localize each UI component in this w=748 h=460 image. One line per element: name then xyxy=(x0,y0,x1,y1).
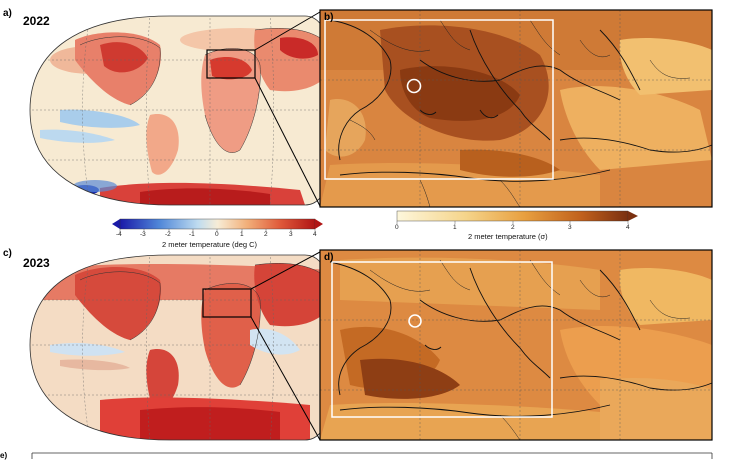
global-cbar-tick: 2 xyxy=(264,231,268,238)
global-cbar-label: 2 meter temperature (deg C) xyxy=(162,240,258,249)
location-marker-2023 xyxy=(408,314,422,328)
global-cbar-tick: 4 xyxy=(313,231,317,238)
panel-a-letter: a) xyxy=(3,8,12,19)
global-cbar-tick: -2 xyxy=(165,231,171,238)
zoom-line-bottom-2023 xyxy=(250,316,321,441)
zoom-line-top-2022 xyxy=(254,11,321,51)
regional-cbar-tick: 3 xyxy=(568,224,572,231)
global-cbar-tick: 0 xyxy=(215,231,219,238)
location-marker-2022 xyxy=(406,78,422,94)
inset-box-2023 xyxy=(202,288,252,318)
global-cbar-tick: -3 xyxy=(140,231,146,238)
panel-a-year: 2022 xyxy=(23,14,50,28)
global-cbar-tick: 1 xyxy=(240,231,244,238)
panel-d-letter: d) xyxy=(324,252,334,263)
regional-cbar-tick: 2 xyxy=(511,224,515,231)
regional-cbar-tick: 4 xyxy=(626,224,630,231)
zoom-line-top-2023 xyxy=(250,251,321,290)
global-colorbar xyxy=(112,218,323,232)
regional-cbar-tick: 1 xyxy=(453,224,457,231)
regional-map-2023 xyxy=(319,249,713,441)
regional-cbar-label: 2 meter temperature (σ) xyxy=(468,232,548,241)
global-map-2022 xyxy=(30,16,335,205)
inset-box-2022 xyxy=(206,49,256,79)
panel-c-letter: c) xyxy=(3,248,12,259)
global-cbar-tick: -4 xyxy=(116,231,122,238)
panel-c-year: 2023 xyxy=(23,256,50,270)
regional-cbar-tick: 0 xyxy=(395,224,399,231)
panel-e-letter: e) xyxy=(0,451,8,460)
global-map-2023 xyxy=(30,255,335,440)
regional-map-2022 xyxy=(319,9,713,208)
zoom-line-bottom-2022 xyxy=(254,77,321,207)
global-cbar-tick: 3 xyxy=(289,231,293,238)
regional-colorbar xyxy=(396,210,638,224)
panel-b-letter: b) xyxy=(324,12,334,23)
global-cbar-tick: -1 xyxy=(189,231,195,238)
